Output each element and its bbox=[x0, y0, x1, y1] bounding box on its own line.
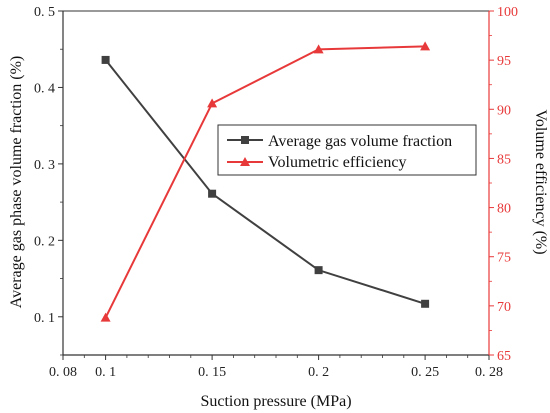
y-right-tick-label: 65 bbox=[497, 349, 511, 364]
legend-marker-volumetric-efficiency bbox=[240, 157, 250, 166]
y-left-tick-label: 0. 2 bbox=[34, 234, 55, 249]
legend-box bbox=[217, 124, 477, 176]
data-point-volumetric-efficiency bbox=[100, 312, 111, 322]
series-line-volumetric-efficiency bbox=[104, 45, 426, 319]
y-axis-left: 0. 1 0. 2 0. 3 0. 4 0. 5 bbox=[34, 5, 63, 356]
data-point-gas-fraction bbox=[314, 266, 323, 275]
y-axis-right: 65 70 75 80 85 90 95 100 bbox=[489, 5, 518, 364]
legend-marker-gas-fraction bbox=[241, 136, 249, 144]
legend: Average gas volume fraction Volumetric e… bbox=[217, 124, 477, 176]
y-right-tick-label: 80 bbox=[497, 202, 511, 217]
x-tick-label: 0. 1 bbox=[95, 365, 116, 380]
data-point-gas-fraction bbox=[101, 55, 110, 64]
y-left-tick-label: 0. 4 bbox=[34, 81, 55, 96]
y-right-tick-label: 95 bbox=[497, 54, 511, 69]
y-left-tick-label: 0. 5 bbox=[34, 5, 55, 20]
x-axis-title: Suction pressure (MPa) bbox=[200, 393, 351, 410]
x-tick-label: 0. 28 bbox=[475, 365, 503, 380]
series-layer bbox=[100, 41, 431, 322]
y-left-tick-label: 0. 3 bbox=[34, 158, 55, 173]
y-right-tick-label: 85 bbox=[497, 152, 511, 167]
y-right-tick-label: 75 bbox=[497, 251, 511, 266]
x-tick-label: 0. 15 bbox=[198, 365, 226, 380]
data-point-gas-fraction bbox=[208, 189, 217, 198]
x-tick-label: 0. 2 bbox=[308, 365, 329, 380]
x-tick-label: 0. 08 bbox=[49, 365, 77, 380]
y-right-tick-label: 90 bbox=[497, 103, 511, 118]
y-right-tick-label: 70 bbox=[497, 300, 511, 315]
legend-label-gas-fraction: Average gas volume fraction bbox=[268, 133, 452, 150]
x-axis: 0. 08 0. 1 0. 15 0. 2 0. 25 0. 28 bbox=[49, 355, 503, 380]
x-tick-label: 0. 25 bbox=[411, 365, 439, 380]
legend-label-volumetric-efficiency: Volumetric efficiency bbox=[268, 154, 406, 171]
y-axis-right-title: Volume efficiency (%) bbox=[532, 109, 549, 254]
series-line-gas-fraction bbox=[104, 59, 426, 305]
data-point-volumetric-efficiency bbox=[207, 98, 218, 108]
data-point-volumetric-efficiency bbox=[313, 44, 324, 54]
y-axis-left-title: Average gas phase volume fraction (%) bbox=[8, 56, 25, 308]
data-point-volumetric-efficiency bbox=[420, 41, 431, 51]
y-left-tick-label: 0. 1 bbox=[34, 311, 55, 326]
data-point-gas-fraction bbox=[421, 299, 430, 308]
y-right-tick-label: 100 bbox=[497, 5, 518, 20]
